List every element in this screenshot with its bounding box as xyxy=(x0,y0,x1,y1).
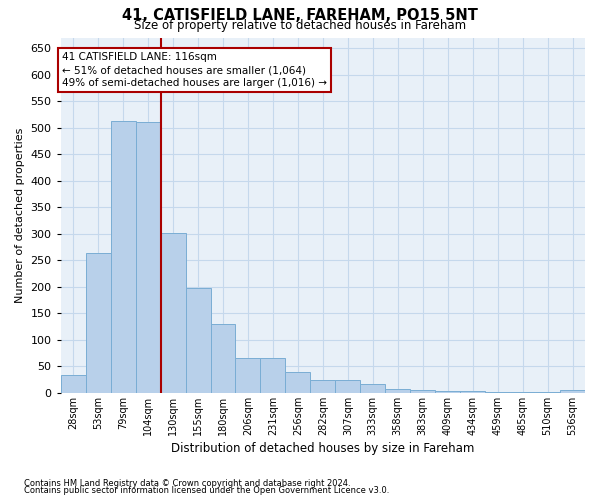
Bar xyxy=(286,372,310,393)
Bar xyxy=(61,376,86,393)
Bar xyxy=(310,380,335,393)
Bar xyxy=(485,392,510,393)
Bar xyxy=(161,232,185,393)
Y-axis label: Number of detached properties: Number of detached properties xyxy=(15,128,25,303)
Text: Size of property relative to detached houses in Fareham: Size of property relative to detached ho… xyxy=(134,18,466,32)
Bar xyxy=(235,358,260,393)
Bar xyxy=(260,358,286,393)
Text: 41 CATISFIELD LANE: 116sqm
← 51% of detached houses are smaller (1,064)
49% of s: 41 CATISFIELD LANE: 116sqm ← 51% of deta… xyxy=(62,52,327,88)
Bar xyxy=(86,254,110,393)
Bar xyxy=(510,392,535,393)
Bar xyxy=(535,392,560,393)
Bar xyxy=(185,288,211,393)
Bar xyxy=(361,384,385,393)
Bar xyxy=(460,392,485,393)
Bar xyxy=(435,391,460,393)
Bar xyxy=(560,390,585,393)
Text: 41, CATISFIELD LANE, FAREHAM, PO15 5NT: 41, CATISFIELD LANE, FAREHAM, PO15 5NT xyxy=(122,8,478,22)
Bar xyxy=(335,380,361,393)
Bar xyxy=(110,121,136,393)
Bar xyxy=(410,390,435,393)
Bar xyxy=(385,388,410,393)
X-axis label: Distribution of detached houses by size in Fareham: Distribution of detached houses by size … xyxy=(171,442,475,455)
Bar xyxy=(211,324,235,393)
Bar xyxy=(136,122,161,393)
Text: Contains HM Land Registry data © Crown copyright and database right 2024.: Contains HM Land Registry data © Crown c… xyxy=(24,478,350,488)
Text: Contains public sector information licensed under the Open Government Licence v3: Contains public sector information licen… xyxy=(24,486,389,495)
